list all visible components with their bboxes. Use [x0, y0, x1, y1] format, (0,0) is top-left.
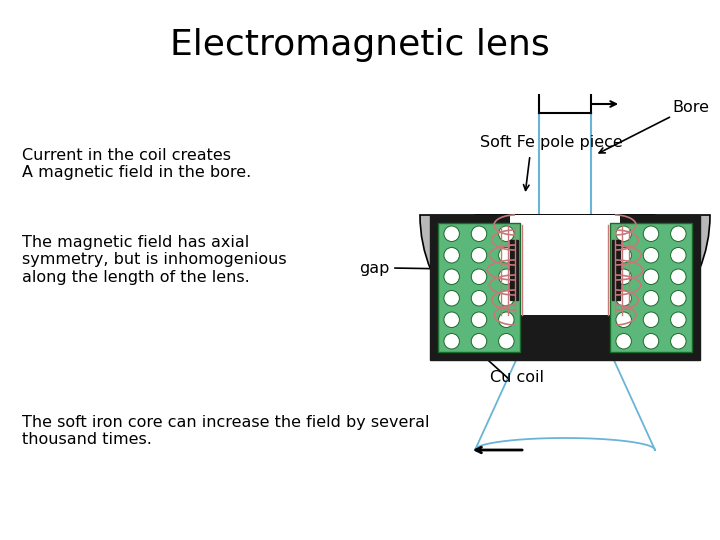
Circle shape	[498, 269, 514, 285]
Circle shape	[643, 291, 659, 306]
Circle shape	[616, 291, 631, 306]
Circle shape	[643, 334, 659, 349]
Circle shape	[616, 247, 631, 263]
Circle shape	[498, 312, 514, 327]
Text: The soft iron core can increase the field by several
thousand times.: The soft iron core can increase the fiel…	[22, 415, 430, 448]
Circle shape	[472, 291, 487, 306]
Wedge shape	[420, 215, 710, 360]
Text: The magnetic field has axial
symmetry, but is inhomogenious
along the length of : The magnetic field has axial symmetry, b…	[22, 235, 287, 285]
Circle shape	[472, 269, 487, 285]
Bar	[430, 215, 700, 360]
Circle shape	[498, 226, 514, 241]
Circle shape	[498, 334, 514, 349]
Bar	[612, 240, 620, 300]
Text: gap: gap	[359, 260, 390, 275]
Circle shape	[670, 334, 686, 349]
Circle shape	[616, 269, 631, 285]
Circle shape	[444, 269, 459, 285]
Circle shape	[498, 247, 514, 263]
Wedge shape	[475, 215, 655, 305]
Circle shape	[616, 312, 631, 327]
Text: Cu coil: Cu coil	[490, 370, 544, 385]
Bar	[510, 240, 518, 300]
Bar	[510, 215, 620, 315]
Circle shape	[444, 312, 459, 327]
Text: Electromagnetic lens: Electromagnetic lens	[170, 28, 550, 62]
Bar	[438, 223, 520, 352]
Circle shape	[670, 247, 686, 263]
Circle shape	[472, 247, 487, 263]
Circle shape	[670, 312, 686, 327]
Text: Soft Fe pole piece: Soft Fe pole piece	[480, 135, 623, 150]
Circle shape	[444, 334, 459, 349]
Circle shape	[472, 312, 487, 327]
Circle shape	[670, 291, 686, 306]
Circle shape	[472, 226, 487, 241]
Circle shape	[472, 334, 487, 349]
Circle shape	[444, 291, 459, 306]
Circle shape	[643, 226, 659, 241]
Circle shape	[643, 269, 659, 285]
Circle shape	[616, 334, 631, 349]
Circle shape	[670, 269, 686, 285]
Circle shape	[643, 312, 659, 327]
Text: Bore: Bore	[672, 100, 709, 116]
Circle shape	[616, 226, 631, 241]
Circle shape	[444, 247, 459, 263]
Circle shape	[643, 247, 659, 263]
Circle shape	[444, 226, 459, 241]
Circle shape	[498, 291, 514, 306]
Bar	[610, 223, 692, 352]
Circle shape	[670, 226, 686, 241]
Text: Current in the coil creates
A magnetic field in the bore.: Current in the coil creates A magnetic f…	[22, 148, 251, 180]
